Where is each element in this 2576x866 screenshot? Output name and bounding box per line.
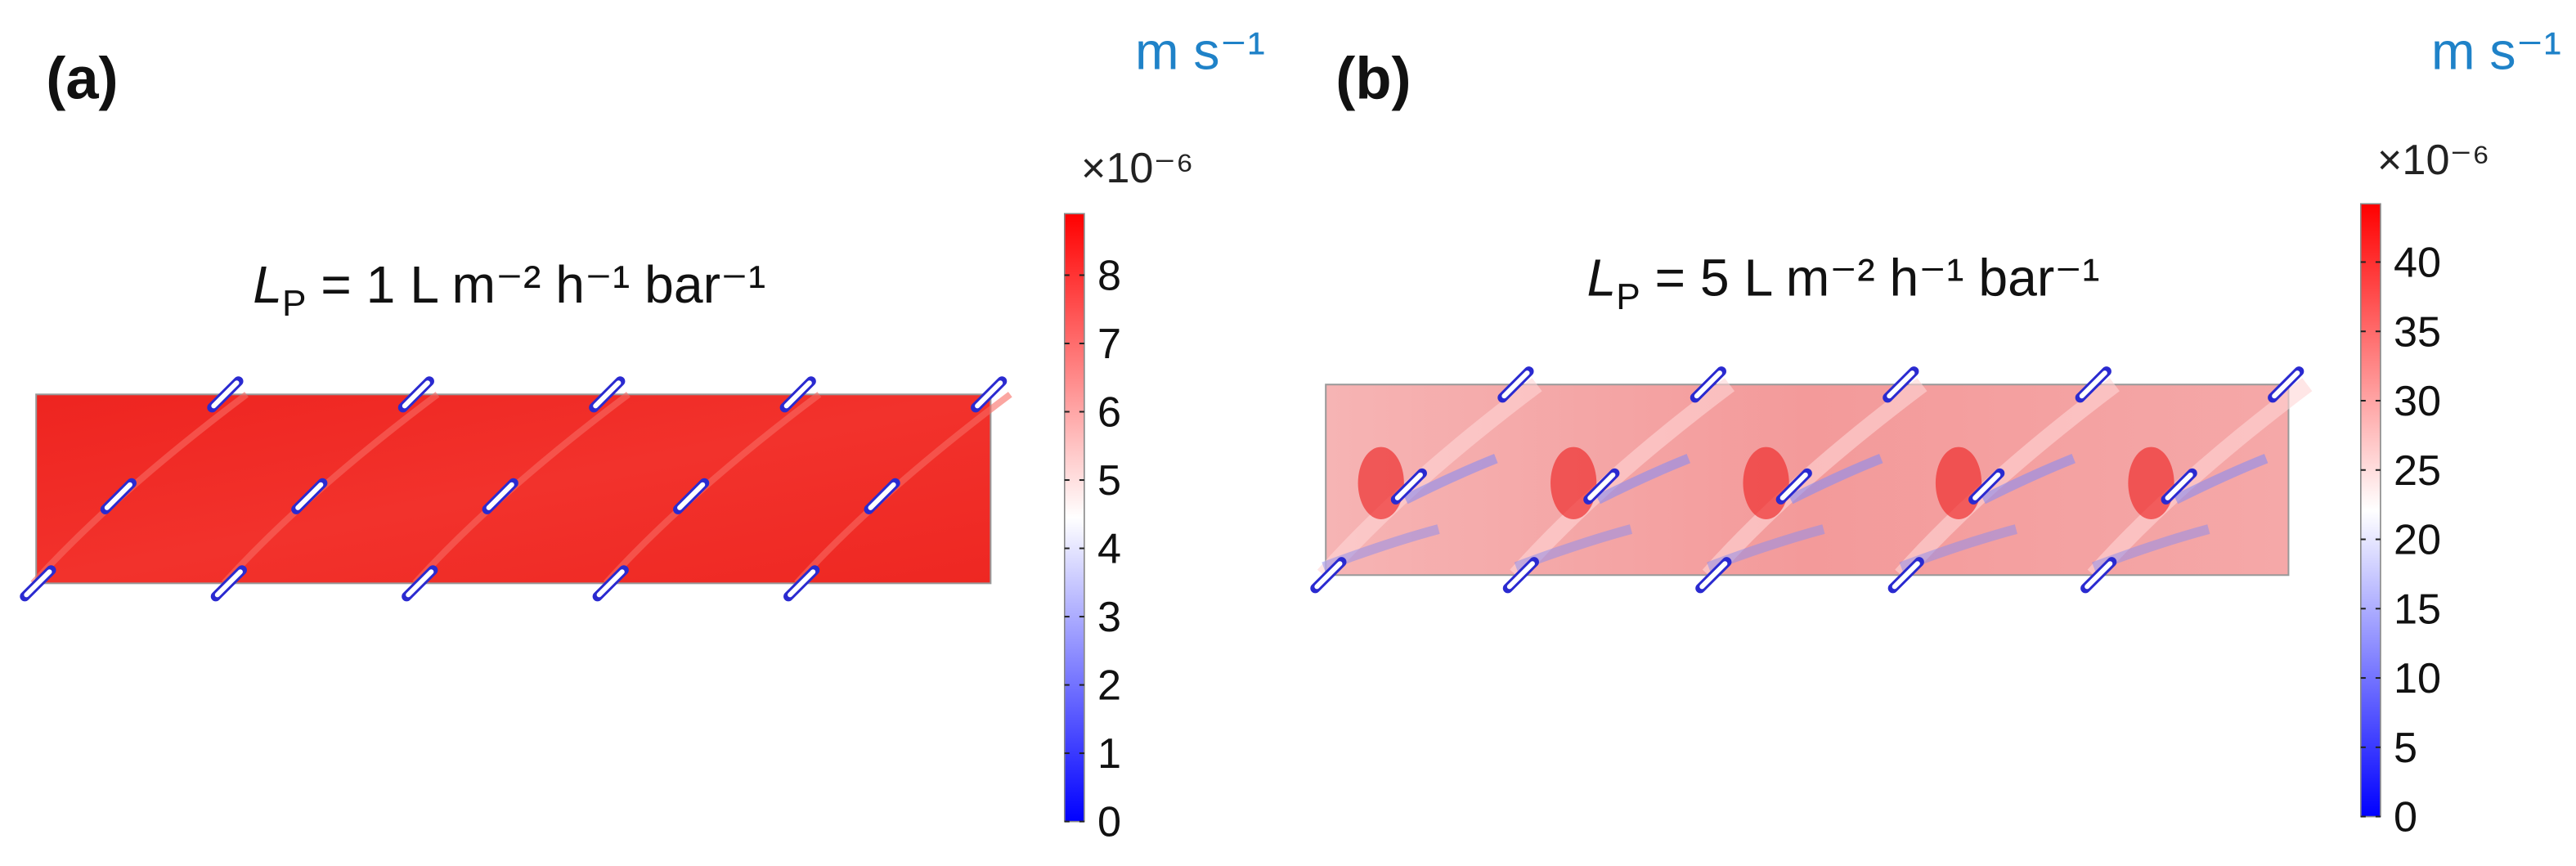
baffle-core [975,380,1003,409]
field-wake [1981,454,2076,505]
baffle-core [1314,561,1343,590]
baffle-core [2079,370,2107,399]
field-hot [1935,446,1982,519]
title-symbol: L [1586,249,1616,307]
colorbar-tick-label: 35 [2394,308,2441,356]
field-hot [1358,446,1404,519]
panel-title: LP = 1 L m⁻² h⁻¹ bar⁻¹ [253,255,765,324]
baffle-core [1501,370,1530,399]
field-wake [1788,454,1883,505]
baffle-core [1394,472,1423,500]
baffle-core [1892,561,1920,590]
colorbar-tick-label: 0 [1097,799,1121,846]
scale-label: ×10⁻⁶ [1081,145,1194,192]
field-wake [2173,454,2269,505]
baffle-core [1587,472,1616,500]
baffle-core [402,380,430,409]
baffle-core [24,569,52,598]
baffle-core [1779,472,1808,500]
baffle-core [1694,370,1722,399]
baffle-core [783,380,812,409]
baffle-core [486,482,514,510]
field-wake [1403,454,1498,505]
baffle-core [677,482,706,510]
field-hot [2128,446,2174,519]
scale-label: ×10⁻⁶ [2377,137,2490,184]
baffle-core [295,482,324,510]
title-symbol: L [253,255,282,314]
colorbar-tick-label: 20 [2394,517,2441,564]
unit-label: m s⁻¹ [2431,22,2561,81]
field-hot [1551,446,1597,519]
baffle-core [593,380,622,409]
colorbar [1063,213,1085,823]
colorbar-tick-label: 7 [1097,321,1121,368]
colorbar-tick-label: 1 [1097,730,1121,778]
colorbar [2360,203,2381,818]
colorbar-tick-label: 30 [2394,378,2441,425]
colorbar-tick-label: 4 [1097,526,1121,573]
title-subscript: P [282,284,306,324]
field-hot [1743,446,1789,519]
baffle-core [788,569,816,598]
panel: (a) m s⁻¹ ×10⁻⁶ LP = 1 L m⁻² h⁻¹ bar⁻¹ 0 1 2 3 4… [20,22,1265,846]
colorbar-tick-label: 6 [1097,389,1121,437]
baffle-core [1972,472,2001,500]
title-text: = 1 L m⁻² h⁻¹ bar⁻¹ [306,255,765,314]
colorbar-tick-label: 10 [2394,655,2441,702]
panel: (b) m s⁻¹ ×10⁻⁶ LP = 5 L m⁻² h⁻¹ bar⁻¹ 0 5 10 1… [1310,22,2561,841]
title-text: = 5 L m⁻² h⁻¹ bar⁻¹ [1640,249,2100,307]
panel-label: (a) [46,47,118,112]
panel-title: LP = 5 L m⁻² h⁻¹ bar⁻¹ [1586,249,2099,317]
baffle-core [2085,561,2113,590]
title-subscript: P [1616,277,1640,317]
baffle-core [868,482,896,510]
colorbar-tick-label: 15 [2394,586,2441,633]
panel-label: (b) [1335,47,1411,112]
colorbar-tick-label: 8 [1097,253,1121,300]
colorbar-tick-label: 5 [1097,457,1121,505]
unit-label: m s⁻¹ [1135,22,1265,81]
baffle-core [2272,370,2300,399]
baffle-core [214,569,243,598]
colorbar-tick-label: 2 [1097,662,1121,710]
baffle-core [1699,561,1728,590]
field-wake [1595,454,1691,505]
baffle-core [104,482,132,510]
colorbar-tick-label: 40 [2394,240,2441,287]
colorbar-tick-label: 3 [1097,594,1121,641]
baffle-core [406,569,434,598]
colorbar-tick-label: 0 [2394,794,2417,841]
baffle-core [1506,561,1535,590]
colorbar-tick-label: 25 [2394,447,2441,495]
baffle-core [1887,370,1915,399]
baffle-core [2165,472,2193,500]
colorbar-tick-label: 5 [2394,725,2417,772]
baffle-core [596,569,625,598]
baffle-core [211,380,240,409]
